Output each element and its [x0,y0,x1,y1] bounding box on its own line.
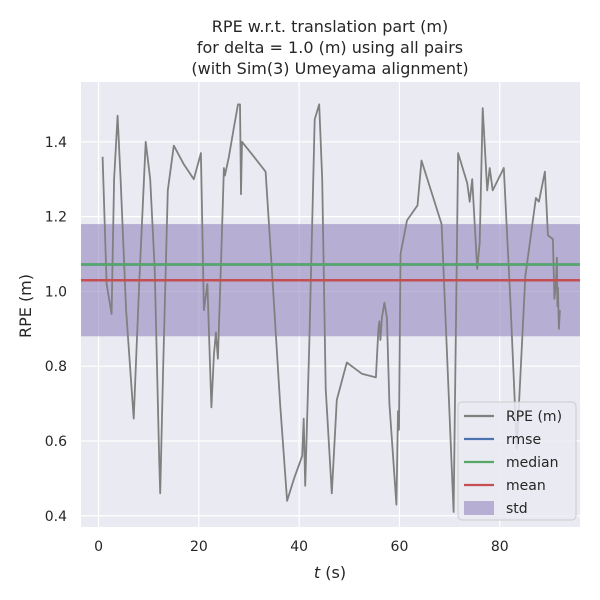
legend-label: std [506,501,528,517]
legend-label: RPE (m) [506,409,562,425]
x-tick-label: 40 [290,539,308,555]
x-tick-label: 0 [94,539,103,555]
legend-box [457,401,577,521]
y-tick-label: 0.4 [45,509,67,525]
y-tick-label: 1.2 [45,210,67,226]
x-tick-label: 20 [190,539,208,555]
y-tick-label: 1.0 [45,284,67,300]
y-axis-label: RPE (m) [16,274,35,338]
rpe-series-line [101,103,561,513]
x-tick-label: 60 [391,539,409,555]
x-axis-label-variable: t [314,563,321,582]
legend-label: rmse [506,432,541,448]
y-tick-label: 1.4 [45,135,67,151]
series-lines [81,103,580,513]
y-tick-label: 0.8 [45,359,67,375]
x-axis-label: t (s) [314,563,346,582]
legend-swatch-std [464,501,494,515]
legend-label: mean [506,478,546,494]
x-tick-label: 80 [491,539,509,555]
x-axis-label-unit: (s) [320,563,346,582]
chart-title-line-3: (with Sim(3) Umeyama alignment) [191,59,468,78]
y-tick-label: 0.6 [45,434,67,450]
chart-title-line-1: RPE w.r.t. translation part (m) [212,17,448,36]
axis-tick-labels: 0 20 40 60 80 0.4 0.6 0.8 1.0 1.2 1.4 [45,135,509,555]
legend: RPE (m) rmse median mean std [457,401,577,521]
legend-label: median [506,455,558,471]
chart-title-line-2: for delta = 1.0 (m) using all pairs [197,38,463,57]
